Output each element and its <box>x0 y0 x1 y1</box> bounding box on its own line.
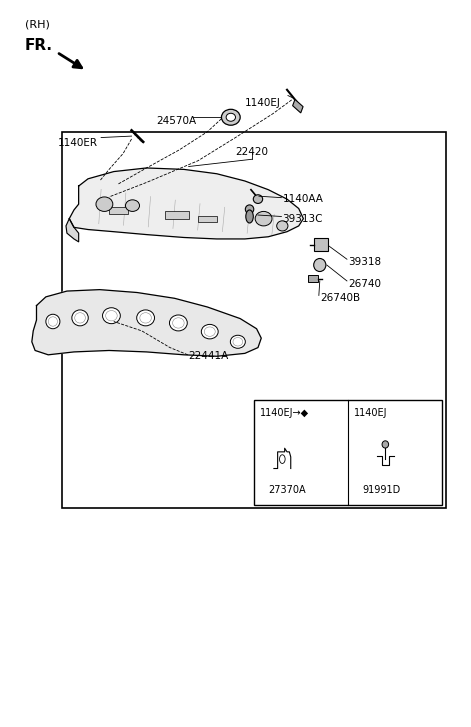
Text: 22441A: 22441A <box>189 351 229 361</box>
Text: 1140ER: 1140ER <box>57 137 97 148</box>
Text: 24570A: 24570A <box>156 116 196 126</box>
Ellipse shape <box>140 313 151 323</box>
Text: 26740B: 26740B <box>320 293 360 303</box>
Ellipse shape <box>246 210 253 223</box>
Ellipse shape <box>96 197 113 212</box>
Ellipse shape <box>46 314 60 329</box>
Bar <box>254 400 441 505</box>
Ellipse shape <box>103 308 120 324</box>
Text: 1140EJ→◆: 1140EJ→◆ <box>260 409 309 419</box>
Polygon shape <box>32 289 261 356</box>
Ellipse shape <box>382 441 389 448</box>
Polygon shape <box>69 168 303 239</box>
Polygon shape <box>66 219 79 242</box>
Ellipse shape <box>106 310 117 321</box>
Ellipse shape <box>314 259 326 271</box>
Text: 39318: 39318 <box>348 257 381 267</box>
Ellipse shape <box>172 318 184 328</box>
Text: 1140AA: 1140AA <box>282 194 323 204</box>
Ellipse shape <box>253 195 263 204</box>
Text: 1140EJ: 1140EJ <box>245 97 281 108</box>
Ellipse shape <box>137 310 154 326</box>
Bar <box>314 238 328 252</box>
Ellipse shape <box>72 310 88 326</box>
Bar <box>308 275 318 282</box>
Ellipse shape <box>230 335 245 348</box>
Text: FR.: FR. <box>25 38 53 52</box>
Bar <box>165 212 189 219</box>
Ellipse shape <box>125 200 139 212</box>
Ellipse shape <box>201 324 218 339</box>
Ellipse shape <box>226 113 236 121</box>
Bar <box>292 100 303 113</box>
Ellipse shape <box>276 221 288 231</box>
Bar <box>109 207 128 214</box>
Ellipse shape <box>279 455 285 463</box>
Ellipse shape <box>204 327 215 337</box>
Bar <box>198 216 217 222</box>
Text: 91991D: 91991D <box>362 485 400 494</box>
Text: 26740: 26740 <box>348 279 381 289</box>
Text: 1140EJ: 1140EJ <box>354 409 387 419</box>
Ellipse shape <box>255 212 272 226</box>
Ellipse shape <box>170 315 187 331</box>
Ellipse shape <box>49 317 57 326</box>
Text: 39313C: 39313C <box>282 214 323 224</box>
Bar <box>62 132 446 508</box>
Text: 22420: 22420 <box>236 147 268 157</box>
Text: (RH): (RH) <box>25 20 49 30</box>
Text: 27370A: 27370A <box>268 485 306 494</box>
Ellipse shape <box>233 337 243 346</box>
Ellipse shape <box>245 205 254 214</box>
Ellipse shape <box>221 109 240 125</box>
Ellipse shape <box>75 313 85 323</box>
